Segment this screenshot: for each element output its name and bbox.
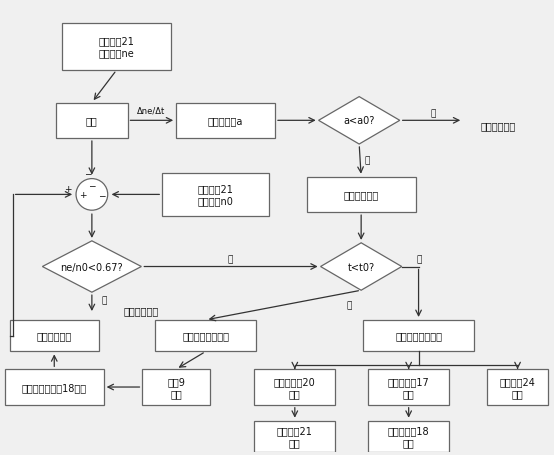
Text: 开沟器轴21
稳定转速n0: 开沟器轴21 稳定转速n0 xyxy=(198,184,234,206)
Text: t<t0?: t<t0? xyxy=(347,262,375,272)
Text: 否: 否 xyxy=(430,109,436,118)
Bar xyxy=(363,320,474,352)
Text: 是: 是 xyxy=(228,254,233,263)
Text: 电机9
转动: 电机9 转动 xyxy=(167,376,185,398)
Bar xyxy=(368,369,449,405)
Text: +: + xyxy=(64,185,72,193)
Bar xyxy=(487,369,548,405)
Text: 触发时间采样: 触发时间采样 xyxy=(343,190,379,200)
Text: 开沟载荷逐渐增大: 开沟载荷逐渐增大 xyxy=(182,331,229,341)
Polygon shape xyxy=(42,241,141,293)
Circle shape xyxy=(76,179,107,211)
Text: 报警系统24
报警: 报警系统24 报警 xyxy=(500,376,536,398)
Text: ne/n0<0.67?: ne/n0<0.67? xyxy=(60,262,123,272)
Text: +: + xyxy=(79,191,86,199)
Text: a<a0?: a<a0? xyxy=(343,116,375,126)
Text: 否: 否 xyxy=(101,296,106,305)
Text: 开沟载荷急剧增加: 开沟载荷急剧增加 xyxy=(395,331,442,341)
Bar xyxy=(155,320,256,352)
Bar xyxy=(368,421,449,452)
Text: −: − xyxy=(98,191,105,199)
Text: 是: 是 xyxy=(365,156,370,165)
Text: 开沟器轴21
实时转速ne: 开沟器轴21 实时转速ne xyxy=(99,36,135,58)
Bar xyxy=(57,103,127,139)
Text: 开沟载荷减小: 开沟载荷减小 xyxy=(37,331,72,341)
Bar xyxy=(62,24,171,71)
Text: Δne/Δt: Δne/Δt xyxy=(137,107,166,116)
Text: 滤波: 滤波 xyxy=(86,116,98,126)
Text: 实时加速度a: 实时加速度a xyxy=(208,116,243,126)
Text: 电磁制动器17
制动: 电磁制动器17 制动 xyxy=(388,376,429,398)
Text: 是: 是 xyxy=(417,254,422,263)
Polygon shape xyxy=(321,243,402,291)
Text: 保持作业状态: 保持作业状态 xyxy=(124,305,159,315)
Text: 降低行走驱动轴18转速: 降低行走驱动轴18转速 xyxy=(22,382,87,392)
Bar xyxy=(307,177,416,213)
Text: −: − xyxy=(88,181,96,190)
Text: 电磁离合器20
分离: 电磁离合器20 分离 xyxy=(274,376,316,398)
Polygon shape xyxy=(319,97,400,145)
Bar xyxy=(254,421,335,452)
Bar xyxy=(142,369,209,405)
Bar xyxy=(10,320,99,352)
Bar xyxy=(176,103,275,139)
Bar xyxy=(5,369,104,405)
Bar xyxy=(162,173,269,217)
Text: 行走驱动轴18
停止: 行走驱动轴18 停止 xyxy=(388,426,429,447)
Text: 开沟器轴21
停止: 开沟器轴21 停止 xyxy=(277,426,313,447)
Text: 保持作业状态: 保持作业状态 xyxy=(480,121,515,131)
Text: 否: 否 xyxy=(347,301,352,310)
Text: −: − xyxy=(84,169,91,178)
Bar xyxy=(254,369,335,405)
